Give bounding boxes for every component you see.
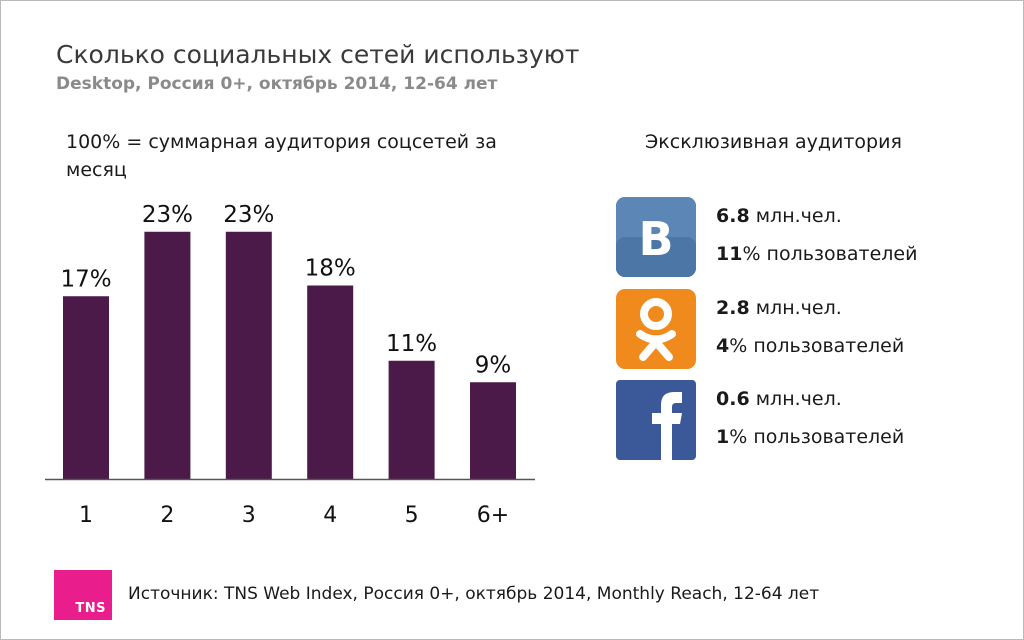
category-label-1: 1: [79, 503, 93, 528]
data-label-2: 23%: [142, 202, 193, 228]
bar-2: [144, 231, 191, 479]
data-label-5: 11%: [386, 331, 437, 357]
odnoklassniki-logo-icon: [616, 289, 696, 369]
bar-5: [388, 360, 435, 479]
tns-logo: TNS: [54, 570, 112, 620]
facebook-logo-icon: [616, 380, 696, 460]
fb-audience: 0.6 млн.чел.: [716, 388, 842, 410]
bar-4: [307, 285, 354, 479]
vk-audience: 6.8 млн.чел.: [716, 205, 842, 227]
vk-logo-icon: B: [616, 197, 696, 277]
category-label-2: 2: [160, 503, 174, 528]
category-label-3: 3: [242, 503, 256, 528]
bar-1: [63, 296, 109, 479]
data-label-3: 23%: [223, 202, 274, 228]
page-title: Сколько социальных сетей используют: [56, 40, 580, 69]
source-note: Источник: TNS Web Index, Россия 0+, октя…: [128, 584, 820, 604]
data-label-1: 17%: [60, 266, 111, 292]
data-label-6+: 9%: [475, 352, 512, 378]
page-subtitle: Desktop, Россия 0+, октябрь 2014, 12-64 …: [56, 74, 498, 94]
vk-share: 11% пользователей: [716, 243, 918, 265]
bar-6+: [470, 382, 516, 479]
ok-share: 4% пользователей: [716, 335, 905, 357]
bar-3: [225, 231, 272, 479]
fb-share: 1% пользователей: [716, 426, 905, 448]
category-label-4: 4: [323, 503, 337, 528]
svg-text:B: B: [638, 212, 673, 266]
chart-note: 100% = суммарная аудитория соцсетей за м…: [66, 131, 497, 181]
category-label-5: 5: [405, 503, 419, 528]
exclusive-audience-title: Эксклюзивная аудитория: [645, 131, 902, 153]
network-row-vk: B 6.8 млн.чел. 11% пользователей: [616, 197, 996, 277]
ok-audience: 2.8 млн.чел.: [716, 297, 842, 319]
network-row-fb: 0.6 млн.чел. 1% пользователей: [616, 380, 996, 460]
network-row-ok: 2.8 млн.чел. 4% пользователей: [616, 289, 996, 369]
data-label-4: 18%: [305, 256, 356, 282]
category-label-6+: 6+: [477, 503, 509, 528]
